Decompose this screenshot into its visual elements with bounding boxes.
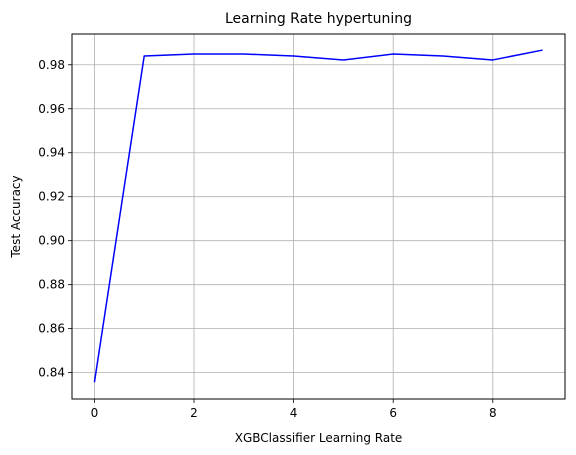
series-line (93, 49, 543, 383)
series-layer (93, 49, 543, 383)
x-tick-label: 2 (190, 406, 198, 420)
y-tick-label: 0.98 (38, 58, 65, 72)
chart-title: Learning Rate hypertuning (225, 11, 412, 27)
plot-frame (71, 33, 566, 400)
y-tick-label: 0.94 (38, 146, 65, 160)
axis-ticks: 0 2 4 6 8 0.84 0.86 0.88 0.90 0.92 0.94 0.96 0.98 (38, 58, 496, 420)
x-tick-label: 6 (389, 406, 397, 420)
x-axis-label: XGBClassifier Learning Rate (235, 431, 403, 445)
y-tick-label: 0.92 (38, 190, 65, 204)
x-tick-label: 8 (489, 406, 497, 420)
y-tick-label: 0.86 (38, 322, 65, 336)
x-tick-label: 4 (290, 406, 298, 420)
y-tick-label: 0.88 (38, 278, 65, 292)
y-tick-label: 0.84 (38, 366, 65, 380)
y-tick-label: 0.90 (38, 234, 65, 248)
x-tick-label: 0 (91, 406, 99, 420)
y-tick-label: 0.96 (38, 102, 65, 116)
grid (72, 34, 565, 399)
y-axis-label: Test Accuracy (9, 175, 23, 258)
